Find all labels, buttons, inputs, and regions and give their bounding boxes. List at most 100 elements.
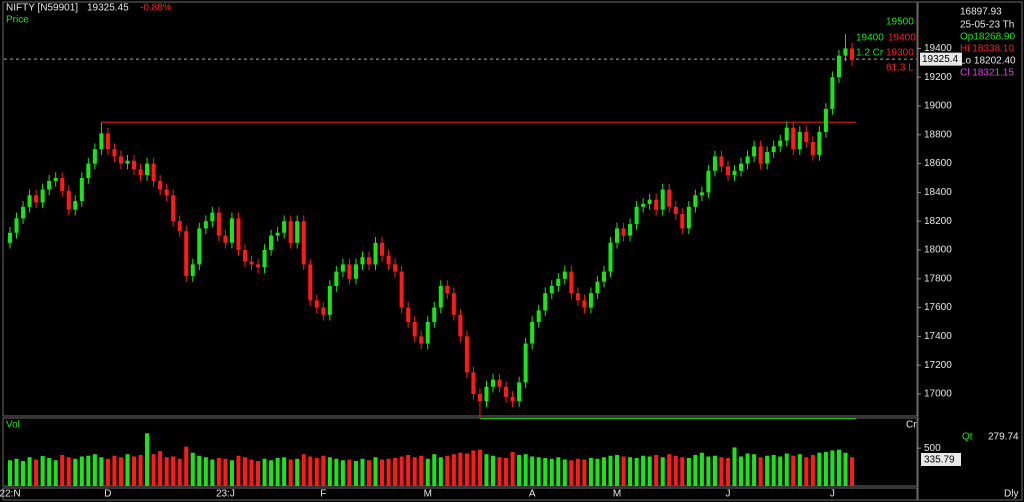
volume-bar (849, 457, 855, 486)
y-tick-label: 18800 (924, 129, 952, 140)
candle-body (804, 131, 809, 143)
candle-body (360, 257, 365, 265)
volume-bar (308, 456, 313, 486)
candle-body (588, 293, 593, 308)
volume-bar (262, 458, 267, 486)
candle-body (608, 242, 613, 272)
volume-bar (504, 458, 509, 486)
volume-bar (510, 451, 515, 486)
candle-body (425, 321, 430, 344)
volume-bar (353, 461, 358, 486)
volume-label: Vol (6, 420, 20, 431)
volume-bar (125, 454, 130, 486)
date-strip (2, 487, 918, 501)
candle-body (131, 160, 137, 170)
volume-bar (334, 458, 339, 486)
volume-bar (60, 454, 65, 486)
volume-bar (301, 454, 306, 486)
candle-body (53, 177, 58, 181)
volume-bar (86, 455, 91, 486)
candle-body (373, 242, 378, 265)
qty-label: Qt (962, 432, 973, 443)
candle-body (73, 201, 78, 210)
candle-body (530, 321, 535, 344)
candle-body (451, 293, 456, 315)
volume-bar (536, 457, 541, 486)
volume-bar (158, 451, 163, 486)
volume-bar (614, 454, 620, 486)
volume-bar (791, 455, 796, 486)
volume-bar (575, 458, 580, 486)
info-value: 16897.93 (960, 7, 1002, 18)
candle-body (40, 189, 45, 203)
candle-body (504, 386, 509, 397)
volume-bar (321, 455, 326, 486)
header-change: -0.88% (140, 3, 172, 14)
candle-body (125, 160, 130, 164)
volume-bar (497, 457, 502, 486)
candle-body (497, 379, 502, 387)
volume-last: 335.79 (924, 455, 955, 466)
volume-bar (810, 454, 815, 486)
candle-body (712, 156, 717, 171)
candle-body (145, 163, 150, 176)
candle-body (269, 235, 274, 250)
candle-body (660, 189, 665, 210)
candle-body (210, 212, 215, 222)
volume-bar (582, 459, 587, 486)
volume-bar (288, 459, 293, 486)
candle-body (595, 281, 600, 294)
candle-body (86, 163, 91, 178)
volume-bar (256, 461, 261, 486)
candle-body (817, 131, 822, 155)
candle-body (223, 235, 228, 243)
y-tick-label: 17000 (924, 389, 952, 400)
volume-bar (340, 460, 345, 486)
candle-body (523, 343, 528, 383)
candle-body (464, 336, 469, 373)
candle-body (27, 195, 32, 207)
volume-bar (562, 459, 567, 486)
candle-body (151, 163, 156, 181)
x-tick-label: 22:N (0, 489, 21, 500)
volume-bar (569, 460, 574, 486)
volume-bar (804, 457, 809, 486)
candle-body (641, 203, 646, 207)
candle-body (321, 307, 326, 315)
candle-body (490, 379, 496, 387)
price-tag-label: 19325.4 (922, 54, 959, 65)
candle-body (693, 195, 698, 207)
candle-body (386, 255, 391, 265)
volume-bar (784, 453, 789, 486)
volume-bar (660, 457, 665, 486)
candle-body (171, 195, 176, 222)
candle-body (7, 232, 13, 243)
candle-body (419, 336, 424, 344)
volume-bar (823, 451, 828, 486)
volume-bar (745, 453, 750, 486)
volume-bar (490, 455, 496, 486)
volume-bar (184, 446, 189, 486)
candle-body (380, 242, 385, 256)
candle-body (810, 142, 815, 155)
x-tick-label: J (725, 489, 730, 500)
volume-bar (830, 450, 835, 486)
volume-bar (190, 452, 195, 486)
candle-body (654, 199, 659, 210)
candle-body (190, 264, 195, 276)
candle-body (118, 156, 123, 164)
volume-bar (34, 459, 39, 486)
header-price: 19325.45 (87, 3, 129, 14)
volume-bar (438, 457, 443, 486)
candle-body (758, 146, 763, 164)
candle-body (158, 180, 163, 190)
candle-body (849, 48, 855, 60)
candle-body (393, 264, 398, 272)
candle-body (732, 170, 737, 176)
candle-body (458, 314, 463, 337)
volume-bar (458, 452, 463, 486)
volume-bar (686, 458, 691, 486)
candle-body (647, 199, 652, 204)
volume-bar (164, 457, 169, 486)
candle-body (256, 264, 261, 268)
